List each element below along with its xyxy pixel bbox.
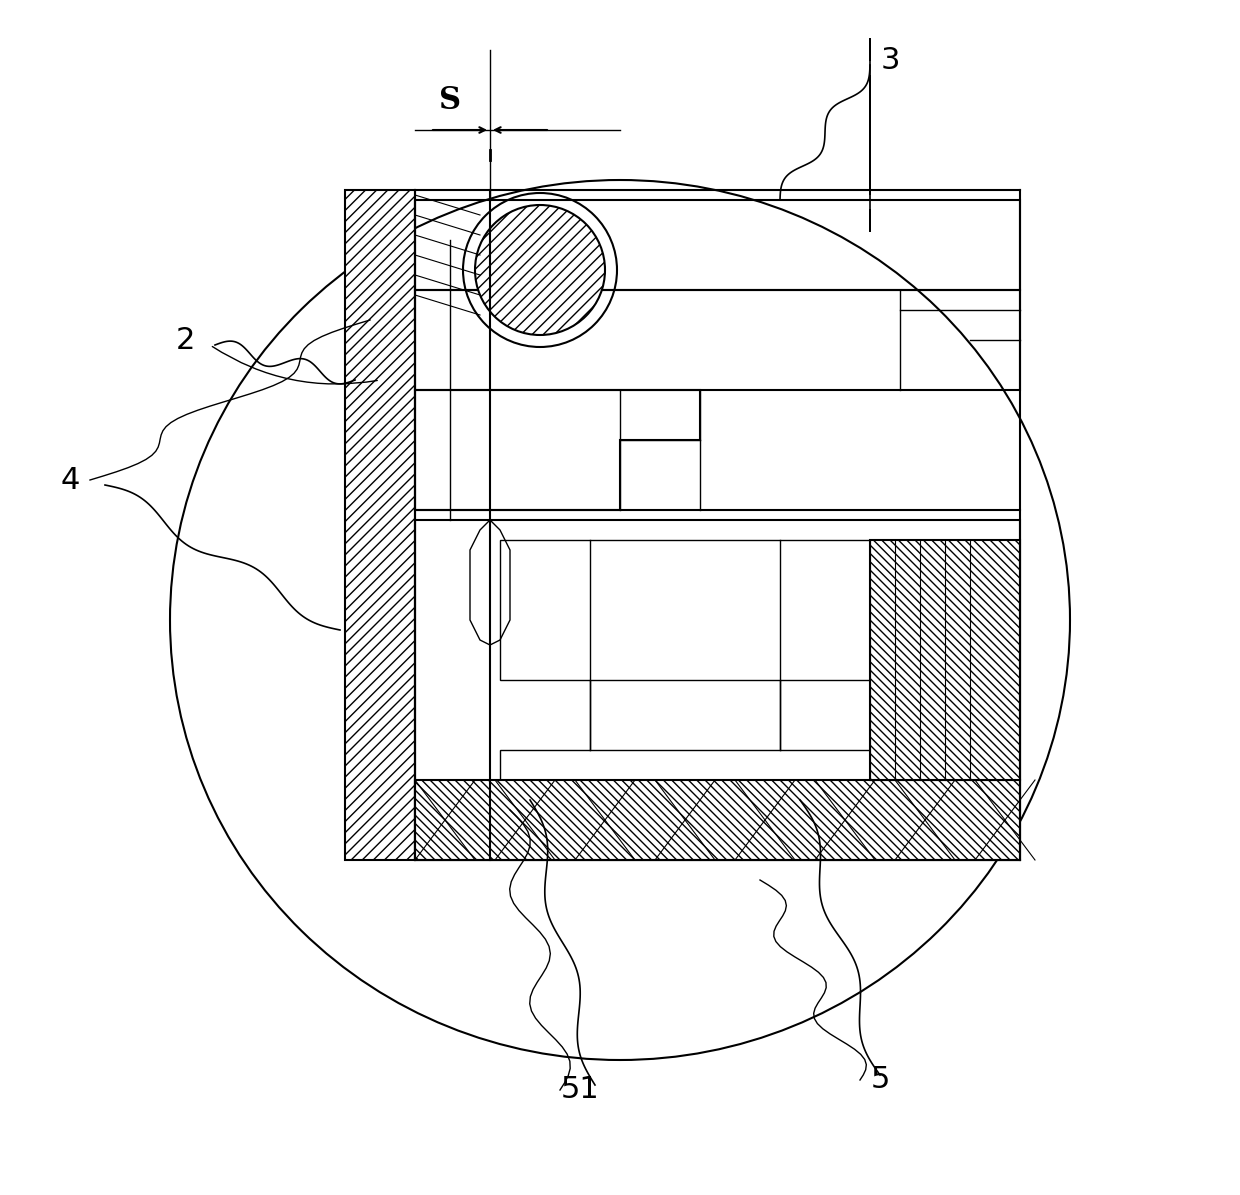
Text: S: S bbox=[439, 85, 461, 116]
Polygon shape bbox=[870, 540, 1021, 780]
Polygon shape bbox=[345, 190, 415, 860]
Text: 2: 2 bbox=[175, 325, 195, 355]
Text: 51: 51 bbox=[560, 1076, 599, 1104]
Text: 3: 3 bbox=[880, 45, 900, 74]
Circle shape bbox=[475, 206, 605, 335]
Text: 4: 4 bbox=[61, 466, 79, 495]
Polygon shape bbox=[415, 780, 1021, 860]
Text: 5: 5 bbox=[870, 1066, 889, 1095]
